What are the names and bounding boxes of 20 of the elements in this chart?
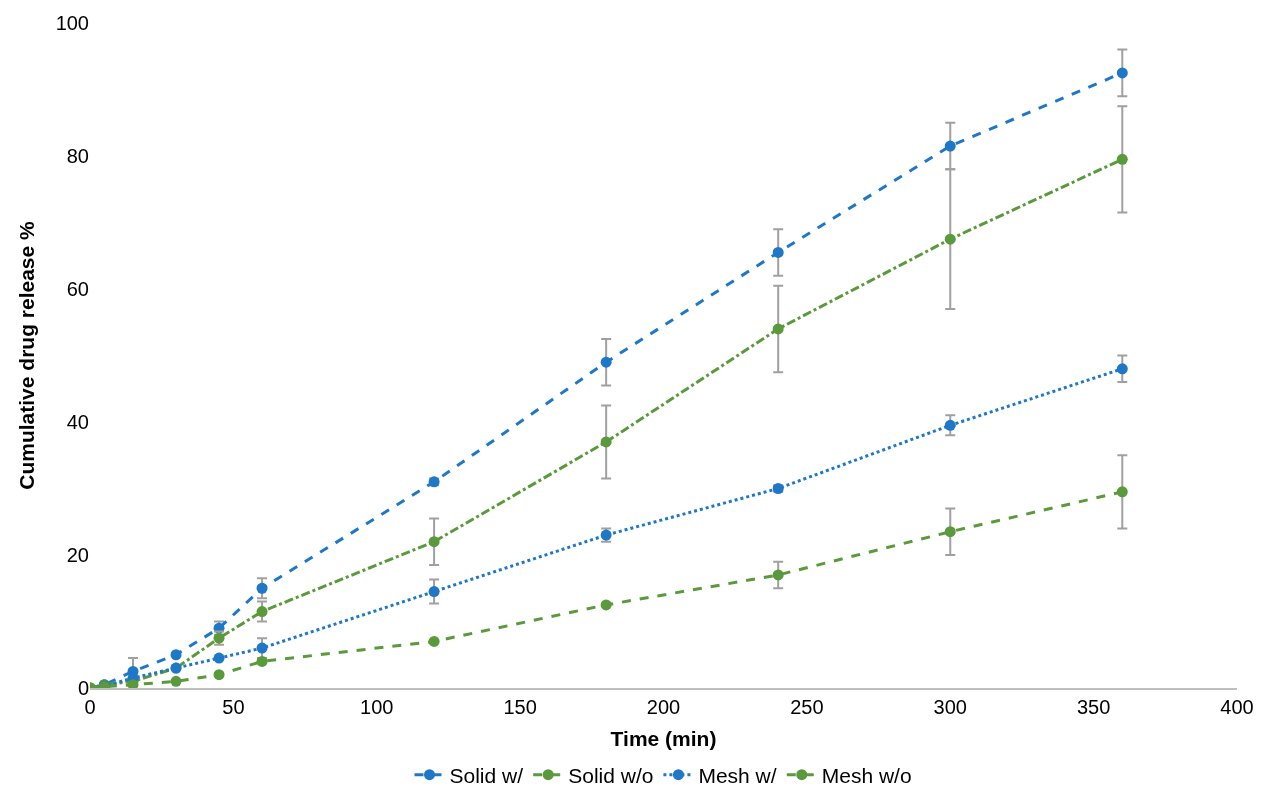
legend-label: Mesh w/o [821, 763, 912, 787]
y-tick-label: 20 [66, 544, 89, 566]
y-tick-label: 0 [77, 677, 89, 699]
y-axis-title: Cumulative drug release % [14, 220, 38, 490]
y-tick-label: 80 [66, 145, 89, 167]
y-tick-label: 60 [66, 278, 89, 300]
y-tick-label: 40 [66, 411, 89, 433]
legend-label: Mesh w/ [698, 763, 777, 787]
x-tick-label: 200 [646, 695, 681, 718]
legend-label: Solid w/ [449, 763, 524, 787]
x-tick-label: 150 [503, 695, 537, 718]
x-tick-label: 400 [1220, 695, 1254, 718]
x-tick-label: 50 [222, 695, 245, 718]
y-tick-label: 100 [55, 12, 89, 34]
legend-label: Solid w/o [568, 763, 654, 787]
x-tick-label: 250 [790, 695, 824, 718]
x-axis-title: Time (min) [610, 727, 717, 751]
x-tick-label: 100 [360, 695, 394, 718]
x-tick-label: 350 [1076, 695, 1111, 718]
x-tick-label: 300 [933, 695, 967, 718]
